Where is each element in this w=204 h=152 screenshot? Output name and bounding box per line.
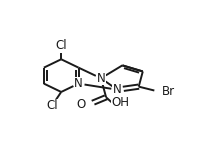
Text: Br: Br: [162, 85, 175, 98]
Text: N: N: [97, 72, 105, 85]
Text: Cl: Cl: [55, 39, 67, 52]
Text: OH: OH: [111, 96, 129, 109]
Text: N: N: [74, 77, 83, 90]
Text: Cl: Cl: [46, 99, 58, 112]
Text: O: O: [76, 98, 86, 111]
Text: N: N: [113, 83, 122, 96]
